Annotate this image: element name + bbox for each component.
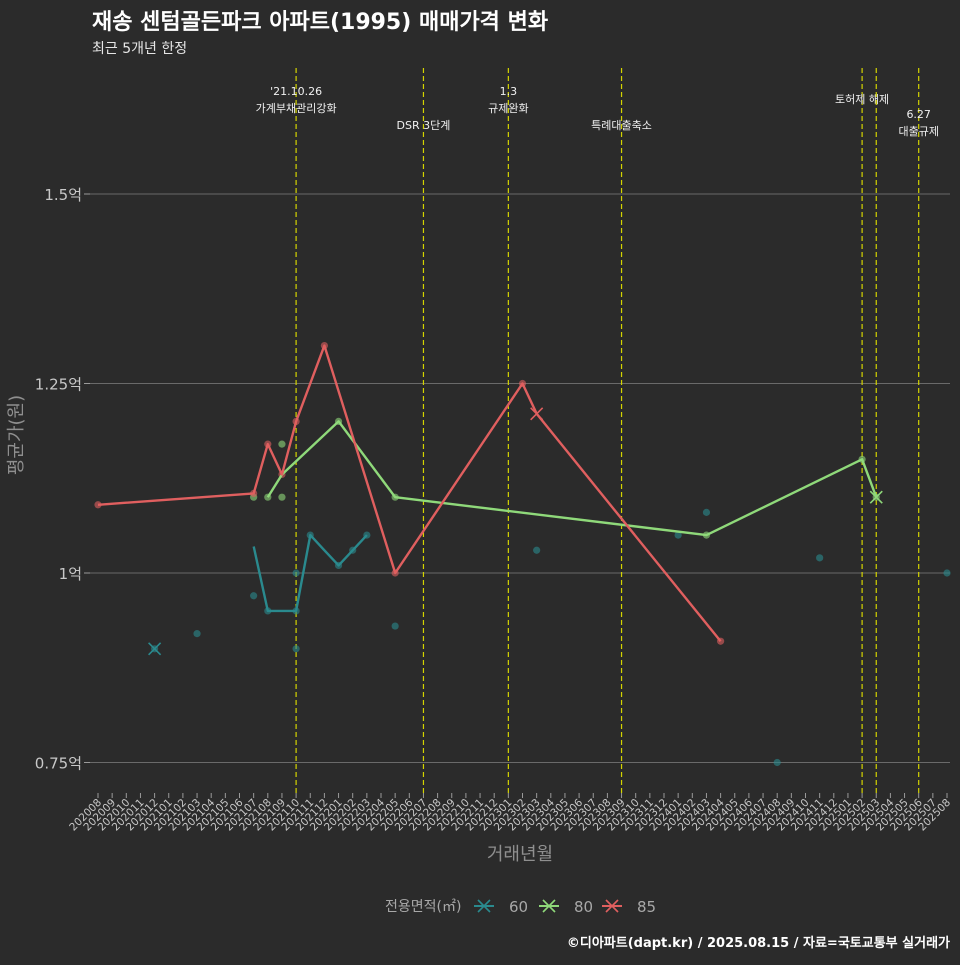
chart-title: 재송 센텀골든파크 아파트(1995) 매매가격 변화 [92, 10, 548, 35]
series-layer [94, 342, 951, 767]
y-tick-label: 1.5억 [44, 186, 82, 204]
y-tick-label: 1억 [59, 565, 82, 583]
policy-label: 특례대출축소 [591, 119, 652, 132]
legend-key-cross [542, 899, 556, 913]
legend-label: 60 [509, 898, 528, 916]
data-point-80 [278, 440, 286, 448]
legend-label: 80 [574, 898, 593, 916]
policy-label: 1.3 [500, 85, 518, 98]
policy-label: 규제완화 [488, 102, 528, 115]
data-point-60 [292, 645, 300, 653]
source-caption: ©디아파트(dapt.kr) / 2025.08.15 / 자료=국토교통부 실… [567, 935, 950, 951]
axis-layer: 0.75억1억1.25억1.5억202008202009202010202011… [35, 186, 953, 833]
policy-label: 가계부채관리강화 [256, 102, 337, 115]
data-point-60 [816, 554, 824, 562]
policy-label: DSR 3단계 [397, 119, 451, 132]
data-point-60 [250, 592, 258, 600]
data-point-60 [193, 630, 201, 638]
legend-key-cross [477, 899, 491, 913]
legend-title: 전용면적(㎡) [385, 899, 461, 915]
policy-label: '21.10.26 [270, 85, 322, 98]
chart-subtitle: 최근 5개년 한정 [92, 41, 187, 57]
series-line-85 [97, 344, 722, 642]
policy-label: 토허제 해제 [835, 92, 889, 106]
policy-label: 대출규제 [898, 125, 938, 138]
data-point-60 [773, 758, 781, 767]
data-point-80 [278, 493, 286, 501]
data-point-60 [943, 569, 951, 577]
series-line-60 [252, 533, 368, 613]
latest-marker-85 [530, 407, 544, 421]
x-axis-title: 거래년월 [487, 844, 553, 865]
legend-key-cross [605, 899, 619, 913]
data-point-60 [292, 569, 300, 577]
data-point-60 [674, 531, 682, 539]
data-point-60 [702, 508, 711, 516]
y-tick-label: 1.25억 [35, 376, 82, 394]
policy-label: 6.27 [906, 108, 931, 121]
y-axis-title: 평균가(원) [6, 395, 27, 475]
y-tick-label: 0.75억 [35, 755, 82, 773]
legend-label: 85 [637, 898, 656, 916]
data-point-60 [391, 622, 399, 630]
latest-marker-60 [148, 642, 162, 656]
data-point-60 [533, 546, 541, 554]
legend: 전용면적(㎡) 60 80 85 [385, 898, 656, 916]
latest-marker-80 [869, 490, 883, 504]
